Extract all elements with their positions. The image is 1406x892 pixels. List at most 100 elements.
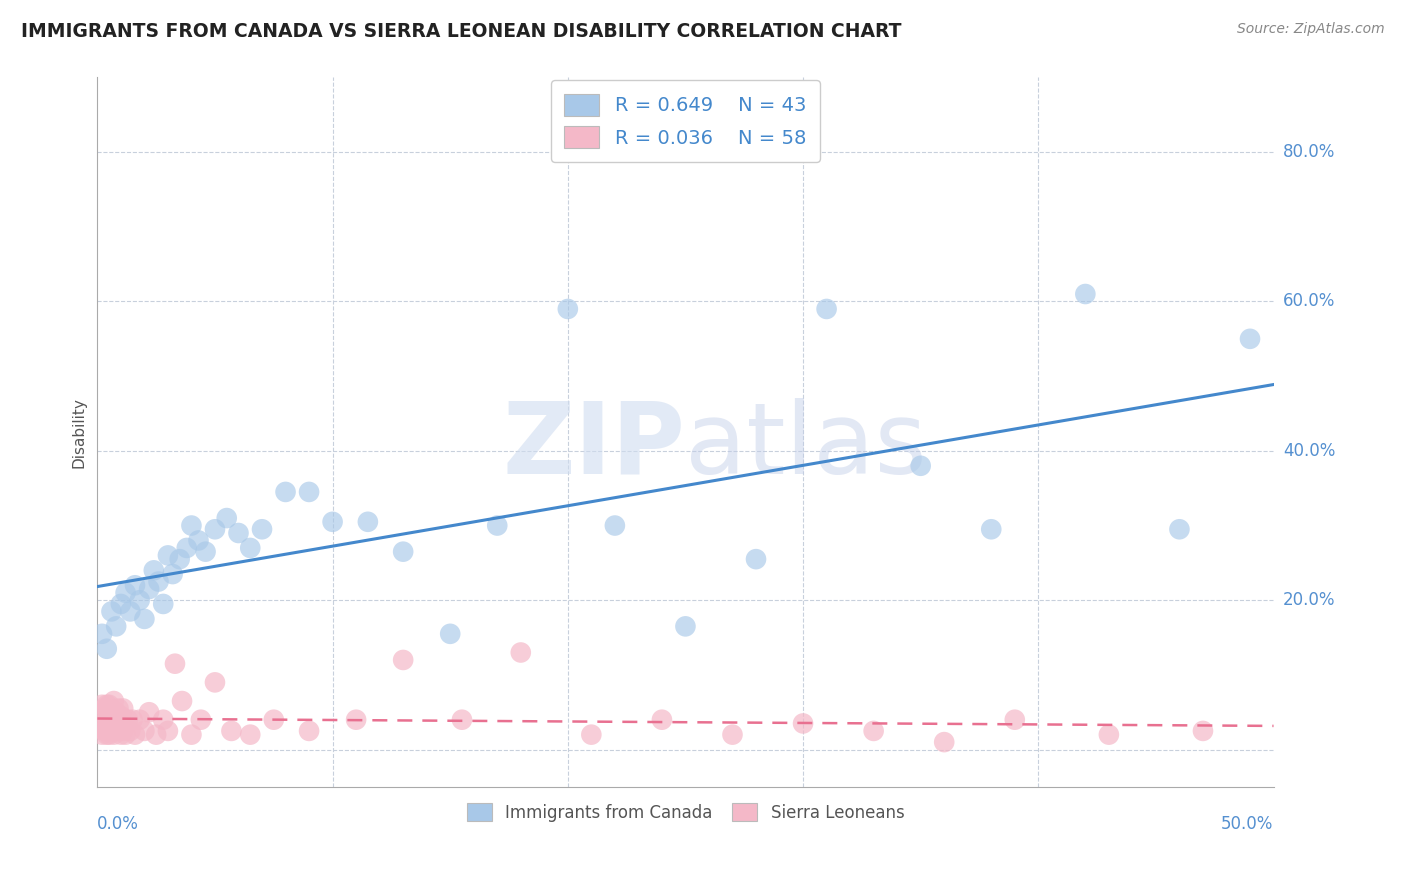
Point xyxy=(239,728,262,742)
Point xyxy=(91,728,114,742)
Text: 40.0%: 40.0% xyxy=(1282,442,1336,460)
Point xyxy=(581,728,603,742)
Point xyxy=(112,701,135,715)
Point xyxy=(169,552,191,566)
Point xyxy=(250,522,273,536)
Point xyxy=(107,701,129,715)
Point xyxy=(1074,287,1097,301)
Point xyxy=(344,713,367,727)
Point xyxy=(204,522,226,536)
Point xyxy=(148,574,170,589)
Point xyxy=(138,582,160,596)
Point xyxy=(91,698,114,712)
Point xyxy=(117,713,139,727)
Point xyxy=(180,728,202,742)
Point xyxy=(1168,522,1191,536)
Point xyxy=(103,713,125,727)
Point xyxy=(107,723,129,738)
Text: 20.0%: 20.0% xyxy=(1282,591,1336,609)
Point xyxy=(204,675,226,690)
Point xyxy=(215,511,238,525)
Point xyxy=(170,694,193,708)
Point xyxy=(145,728,167,742)
Point xyxy=(134,612,156,626)
Point xyxy=(98,728,121,742)
Point xyxy=(392,544,415,558)
Point xyxy=(89,720,111,734)
Point xyxy=(96,728,118,742)
Legend: Immigrants from Canada, Sierra Leoneans: Immigrants from Canada, Sierra Leoneans xyxy=(460,797,911,829)
Text: atlas: atlas xyxy=(686,398,927,495)
Point xyxy=(274,484,297,499)
Point xyxy=(96,713,118,727)
Point xyxy=(263,713,285,727)
Point xyxy=(105,705,128,719)
Point xyxy=(120,604,142,618)
Point xyxy=(114,586,136,600)
Point xyxy=(112,723,135,738)
Point xyxy=(124,728,146,742)
Point xyxy=(221,723,243,738)
Point xyxy=(180,518,202,533)
Point xyxy=(298,484,321,499)
Point xyxy=(439,627,461,641)
Point xyxy=(603,518,626,533)
Point xyxy=(194,544,217,558)
Point xyxy=(486,518,509,533)
Text: Source: ZipAtlas.com: Source: ZipAtlas.com xyxy=(1237,22,1385,37)
Point xyxy=(114,728,136,742)
Point xyxy=(91,709,114,723)
Point xyxy=(121,713,143,727)
Text: 60.0%: 60.0% xyxy=(1282,293,1336,310)
Point xyxy=(1004,713,1026,727)
Point xyxy=(93,701,115,715)
Point xyxy=(392,653,415,667)
Point xyxy=(134,723,156,738)
Point xyxy=(934,735,956,749)
Point xyxy=(721,728,744,742)
Point xyxy=(124,578,146,592)
Point xyxy=(156,723,179,738)
Point xyxy=(322,515,344,529)
Point xyxy=(100,604,122,618)
Point xyxy=(1192,723,1215,738)
Point xyxy=(98,698,121,712)
Text: 50.0%: 50.0% xyxy=(1222,815,1274,833)
Point xyxy=(138,705,160,719)
Point xyxy=(792,716,814,731)
Point xyxy=(176,541,198,555)
Point xyxy=(100,705,122,719)
Point xyxy=(120,723,142,738)
Point xyxy=(239,541,262,555)
Point xyxy=(651,713,673,727)
Point xyxy=(187,533,209,548)
Point xyxy=(228,526,250,541)
Point xyxy=(910,458,932,473)
Point xyxy=(156,549,179,563)
Point xyxy=(190,713,212,727)
Point xyxy=(1239,332,1261,346)
Point xyxy=(1098,728,1121,742)
Point xyxy=(103,728,125,742)
Point xyxy=(142,563,165,577)
Point xyxy=(93,723,115,738)
Text: 0.0%: 0.0% xyxy=(97,815,139,833)
Point xyxy=(96,641,118,656)
Point xyxy=(110,709,132,723)
Point xyxy=(815,301,838,316)
Point xyxy=(298,723,321,738)
Point xyxy=(110,728,132,742)
Point xyxy=(110,597,132,611)
Point xyxy=(675,619,697,633)
Point xyxy=(128,593,150,607)
Point xyxy=(96,698,118,712)
Point xyxy=(105,723,128,738)
Point xyxy=(162,567,184,582)
Point xyxy=(98,713,121,727)
Point xyxy=(862,723,884,738)
Point xyxy=(163,657,186,671)
Point xyxy=(103,694,125,708)
Point xyxy=(357,515,380,529)
Point xyxy=(105,619,128,633)
Y-axis label: Disability: Disability xyxy=(72,397,86,467)
